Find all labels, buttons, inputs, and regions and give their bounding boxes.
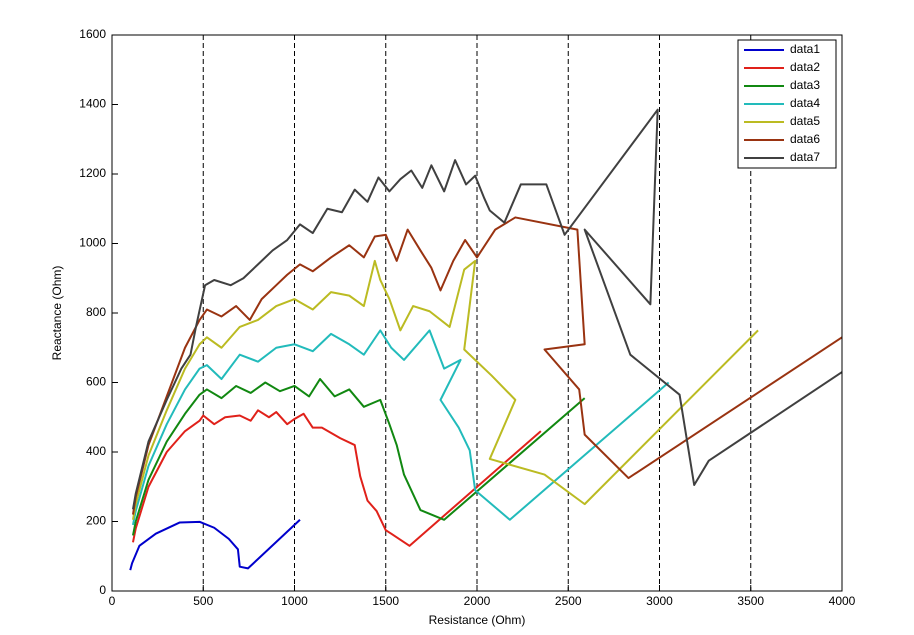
legend-label: data7 [790,150,820,164]
x-tick-label: 1500 [372,594,399,608]
y-tick-label: 600 [86,375,106,389]
legend-label: data1 [790,42,820,56]
y-tick-label: 1000 [79,236,106,250]
data-line [132,259,759,520]
data-line [132,329,670,526]
y-tick-label: 1400 [79,97,106,111]
x-tick-label: 2000 [464,594,491,608]
x-tick-label: 3500 [737,594,764,608]
x-tick-label: 3000 [646,594,673,608]
y-tick-label: 400 [86,444,106,458]
x-tick-label: 500 [193,594,213,608]
data-line [129,519,301,571]
legend-label: data2 [790,60,820,74]
y-tick-label: 800 [86,305,106,319]
data-line [132,378,586,536]
x-axis-label: Resistance (Ohm) [429,613,526,627]
y-tick-label: 1200 [79,166,106,180]
data-line [131,216,843,515]
data-line [132,108,843,510]
y-axis-label: Reactance (Ohm) [50,266,64,361]
legend-label: data6 [790,132,820,146]
plot-frame [111,34,843,592]
data-line [132,409,542,547]
legend-label: data3 [790,78,820,92]
legend: data1 data2 data3 data4 data5 data6 data7 [737,39,837,169]
x-tick-label: 0 [109,594,116,608]
x-tick-label: 4000 [829,594,856,608]
legend-label: data4 [790,96,820,110]
x-tick-label: 2500 [555,594,582,608]
y-tick-label: 0 [99,583,106,597]
x-tick-label: 1000 [281,594,308,608]
y-tick-label: 200 [86,514,106,528]
legend-label: data5 [790,114,820,128]
y-tick-label: 1600 [79,27,106,41]
